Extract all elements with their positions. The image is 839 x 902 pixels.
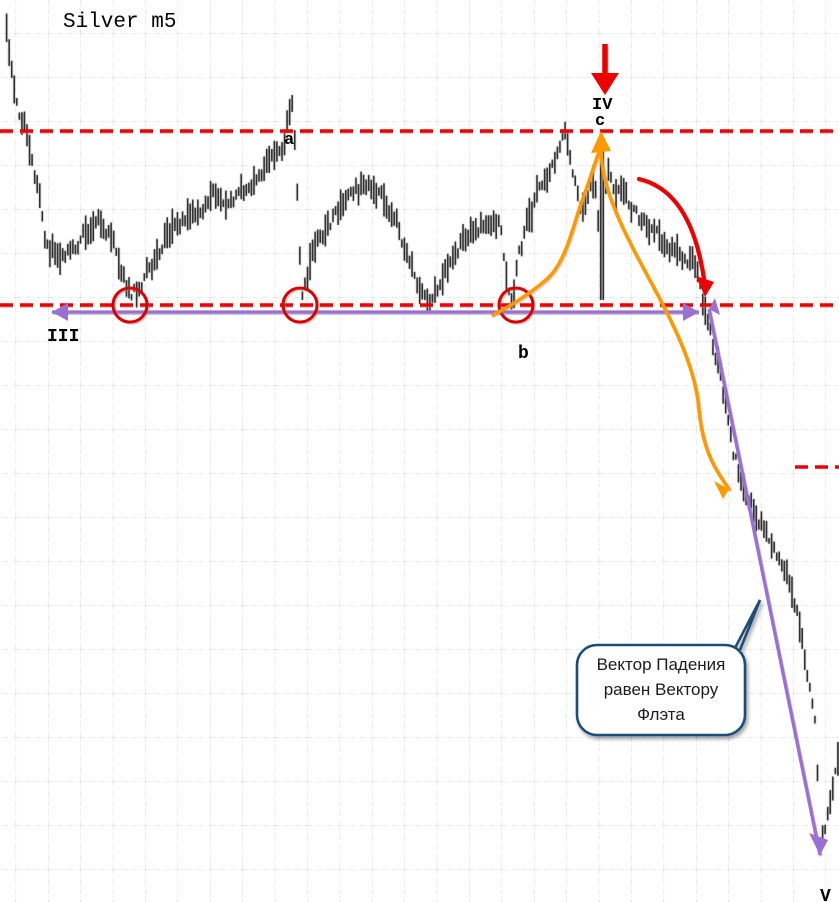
svg-text:b: b	[518, 344, 529, 364]
svg-text:равен Вектору: равен Вектору	[604, 680, 719, 699]
svg-text:Silver m5: Silver m5	[63, 11, 176, 34]
svg-text:c: c	[595, 112, 605, 131]
svg-text:V: V	[820, 887, 831, 902]
svg-text:Флэта: Флэта	[637, 705, 685, 724]
svg-text:Вектор Падения: Вектор Падения	[597, 655, 726, 674]
svg-text:a: a	[284, 131, 294, 150]
svg-text:III: III	[47, 327, 79, 347]
